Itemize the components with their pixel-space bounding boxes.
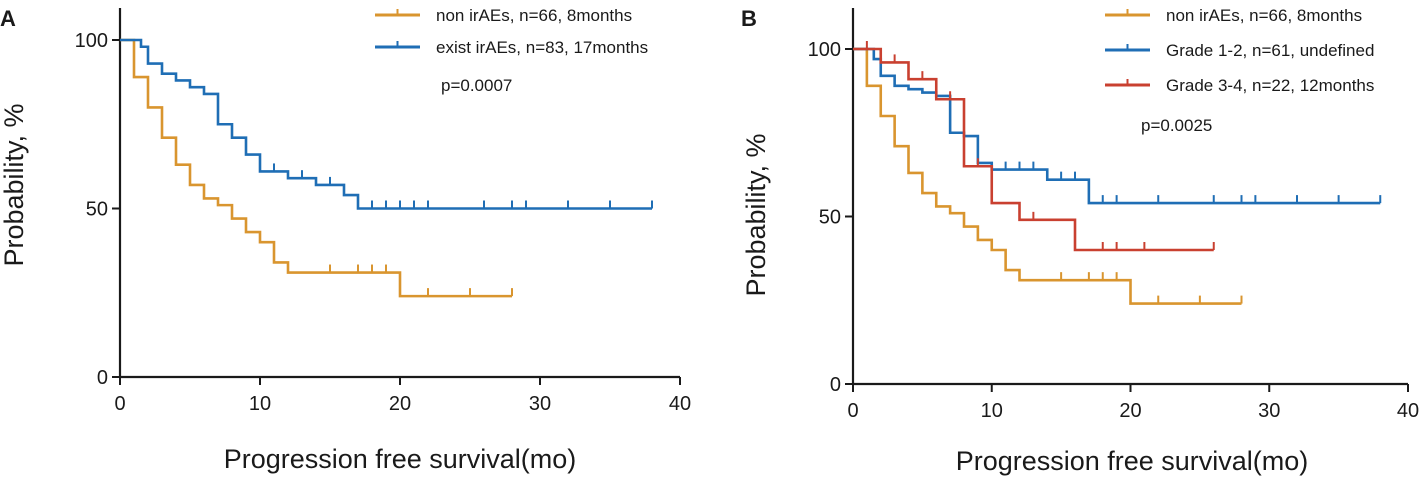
survival-curve: [853, 47, 1381, 205]
km-plot-b: 0 10 20 30 40 0 50 100: [808, 8, 1419, 422]
survival-curve: [120, 38, 512, 298]
x-tick-label: 10: [249, 393, 271, 415]
x-tick-label: 20: [389, 393, 411, 415]
y-tick-label: 50: [86, 199, 108, 221]
legend: non irAEs, n=66, 8months Grade 1-2, n=61…: [1105, 6, 1374, 135]
x-tick-label: 40: [669, 393, 691, 415]
x-tick-label: 30: [1258, 400, 1280, 422]
y-tick-label: 0: [97, 367, 108, 389]
x-axis-title: Progression free survival(mo): [224, 444, 577, 474]
x-tick-label: 30: [529, 393, 551, 415]
x-tick-label: 40: [1397, 400, 1419, 422]
y-tick-label: 0: [830, 374, 841, 396]
legend: non irAEs, n=66, 8months exist irAEs, n=…: [375, 6, 648, 95]
legend-label-exist-irAEs: exist irAEs, n=83, 17months: [436, 38, 648, 57]
survival-curve: [120, 38, 652, 210]
p-value: p=0.0007: [441, 76, 512, 95]
km-plot-a: 0 10 20 30 40 0 50 100: [75, 8, 691, 415]
panel-label: B: [741, 6, 757, 31]
legend-label-grade-1-2: Grade 1-2, n=61, undefined: [1166, 41, 1374, 60]
y-tick-label: 50: [819, 207, 841, 229]
panel-b: B 0 10 20 30 40 0 50 100 Progression free survi…: [741, 6, 1419, 476]
panel-label: A: [0, 6, 16, 31]
survival-curve: [853, 47, 1242, 305]
x-tick-label: 0: [847, 400, 858, 422]
x-tick-label: 0: [114, 393, 125, 415]
x-tick-label: 10: [981, 400, 1003, 422]
legend-label-non-irAEs: non irAEs, n=66, 8months: [1166, 6, 1362, 25]
x-tick-label: 20: [1119, 400, 1141, 422]
panel-a: A 0 10 20 30 40 0 50 100 Progression free survi…: [0, 6, 691, 474]
y-tick-label: 100: [808, 39, 841, 61]
legend-label-non-irAEs: non irAEs, n=66, 8months: [436, 6, 632, 25]
legend-label-grade-3-4: Grade 3-4, n=22, 12months: [1166, 76, 1374, 95]
x-axis-title: Progression free survival(mo): [956, 446, 1309, 476]
y-axis-title: Probability, %: [741, 133, 771, 296]
y-axis-title: Probability, %: [0, 103, 29, 266]
p-value: p=0.0025: [1141, 116, 1212, 135]
y-tick-label: 100: [75, 30, 108, 52]
